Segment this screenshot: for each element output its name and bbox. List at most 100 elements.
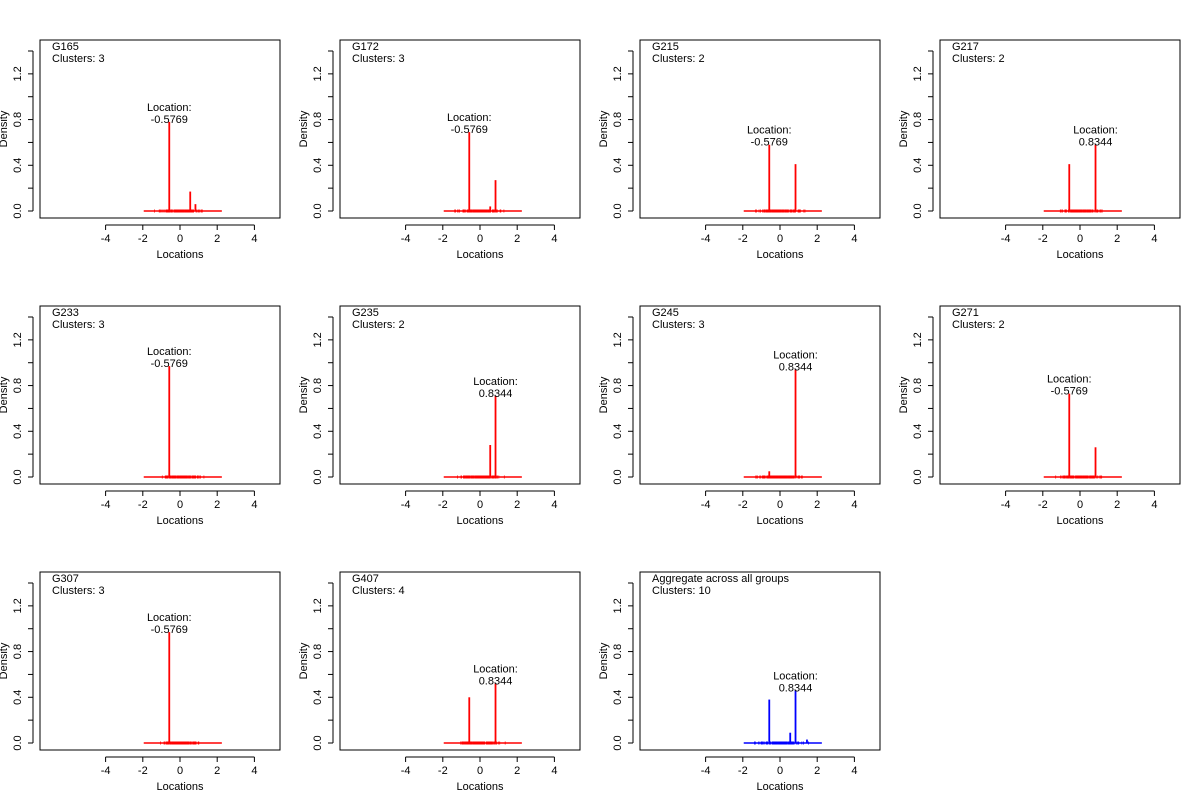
x-tick-label: -2 bbox=[1038, 233, 1048, 245]
annotation-value: 0.8344 bbox=[779, 362, 813, 374]
panel-subtitle: Clusters: 3 bbox=[52, 585, 105, 597]
panel-title: G235 bbox=[352, 307, 379, 319]
rug-ticks bbox=[1059, 209, 1103, 213]
panel-title: G307 bbox=[52, 573, 79, 585]
y-tick-label: 0.8 bbox=[612, 378, 624, 393]
y-tick-label: 0.4 bbox=[912, 158, 924, 173]
x-axis-label: Locations bbox=[1056, 249, 1104, 261]
rug-ticks bbox=[154, 209, 203, 213]
y-tick-label: 0.0 bbox=[612, 469, 624, 484]
y-tick-label: 0.4 bbox=[312, 690, 324, 705]
rug-ticks bbox=[754, 741, 809, 745]
x-tick-label: 0 bbox=[477, 499, 483, 511]
y-tick-label: 1.2 bbox=[12, 598, 24, 613]
x-tick-label: -4 bbox=[701, 233, 711, 245]
x-tick-label: -2 bbox=[1038, 499, 1048, 511]
x-tick-label: -2 bbox=[138, 233, 148, 245]
y-tick-label: 0.8 bbox=[12, 378, 24, 393]
y-tick-label: 0.0 bbox=[912, 203, 924, 218]
x-axis-label: Locations bbox=[756, 515, 804, 527]
y-tick-label: 1.2 bbox=[612, 332, 624, 347]
x-tick-label: 2 bbox=[1114, 499, 1120, 511]
x-tick-label: -4 bbox=[401, 765, 411, 777]
x-axis-label: Locations bbox=[756, 781, 804, 793]
x-tick-label: 0 bbox=[477, 765, 483, 777]
panel-title: G245 bbox=[652, 307, 679, 319]
y-tick-label: 0.4 bbox=[12, 690, 24, 705]
x-tick-label: 2 bbox=[814, 765, 820, 777]
rug-ticks bbox=[755, 209, 806, 213]
panel-title: G215 bbox=[652, 41, 679, 53]
plot-frame bbox=[939, 305, 1181, 485]
y-tick-label: 0.0 bbox=[12, 735, 24, 750]
plot-frame bbox=[339, 305, 581, 485]
x-tick-label: -2 bbox=[738, 499, 748, 511]
y-tick-label: 0.0 bbox=[612, 735, 624, 750]
annotation-value: 0.8344 bbox=[779, 682, 813, 694]
panel-subtitle: Clusters: 3 bbox=[52, 53, 105, 65]
annotation-label: Location: bbox=[147, 612, 192, 624]
annotation-label: Location: bbox=[473, 664, 518, 676]
rug-ticks bbox=[460, 741, 506, 745]
x-tick-label: 0 bbox=[177, 233, 183, 245]
y-tick-label: 0.8 bbox=[312, 112, 324, 127]
annotation-label: Location: bbox=[747, 125, 792, 137]
x-tick-label: 0 bbox=[1077, 499, 1083, 511]
annotation-label: Location: bbox=[447, 112, 492, 124]
y-tick-label: 0.4 bbox=[612, 424, 624, 439]
x-tick-label: 4 bbox=[251, 765, 257, 777]
x-tick-label: 2 bbox=[514, 765, 520, 777]
x-axis-label: Locations bbox=[156, 249, 204, 261]
x-tick-label: 0 bbox=[1077, 233, 1083, 245]
y-tick-label: 0.0 bbox=[612, 203, 624, 218]
y-tick-label: 0.0 bbox=[312, 469, 324, 484]
panel-title: G165 bbox=[52, 41, 79, 53]
y-tick-label: 0.8 bbox=[912, 378, 924, 393]
panel-title: G271 bbox=[952, 307, 979, 319]
x-tick-label: 2 bbox=[214, 765, 220, 777]
y-axis-label: Density bbox=[598, 376, 610, 413]
x-axis-label: Locations bbox=[1056, 515, 1104, 527]
panel-title: G233 bbox=[52, 307, 79, 319]
x-tick-label: 2 bbox=[514, 499, 520, 511]
plot-frame bbox=[39, 305, 281, 485]
x-tick-label: 4 bbox=[1151, 233, 1157, 245]
x-tick-label: -2 bbox=[438, 765, 448, 777]
x-tick-label: 0 bbox=[177, 765, 183, 777]
y-tick-label: 0.4 bbox=[312, 158, 324, 173]
y-axis-label: Density bbox=[898, 376, 910, 413]
panel-subtitle: Clusters: 2 bbox=[352, 319, 405, 331]
x-tick-label: -2 bbox=[138, 499, 148, 511]
y-tick-label: 0.4 bbox=[612, 158, 624, 173]
y-axis-label: Density bbox=[898, 110, 910, 147]
plot-frame bbox=[939, 39, 1181, 219]
y-tick-label: 0.4 bbox=[612, 690, 624, 705]
plot-frame bbox=[339, 39, 581, 219]
x-tick-label: 4 bbox=[551, 765, 557, 777]
y-axis-label: Density bbox=[0, 376, 10, 413]
plot-frame bbox=[339, 571, 581, 751]
y-tick-label: 0.8 bbox=[912, 112, 924, 127]
x-tick-label: -2 bbox=[738, 765, 748, 777]
x-tick-label: 4 bbox=[251, 499, 257, 511]
panel-subtitle: Clusters: 2 bbox=[652, 53, 705, 65]
y-tick-label: 0.0 bbox=[312, 735, 324, 750]
x-tick-label: 4 bbox=[851, 499, 857, 511]
x-axis-label: Locations bbox=[756, 249, 804, 261]
y-tick-label: 1.2 bbox=[612, 598, 624, 613]
y-tick-label: 0.4 bbox=[912, 424, 924, 439]
x-tick-label: 2 bbox=[814, 233, 820, 245]
y-tick-label: 1.2 bbox=[912, 66, 924, 81]
panel-title: G217 bbox=[952, 41, 979, 53]
y-tick-label: 0.8 bbox=[312, 644, 324, 659]
x-axis-label: Locations bbox=[456, 249, 504, 261]
x-tick-label: 2 bbox=[514, 233, 520, 245]
panel-subtitle: Clusters: 2 bbox=[952, 53, 1005, 65]
